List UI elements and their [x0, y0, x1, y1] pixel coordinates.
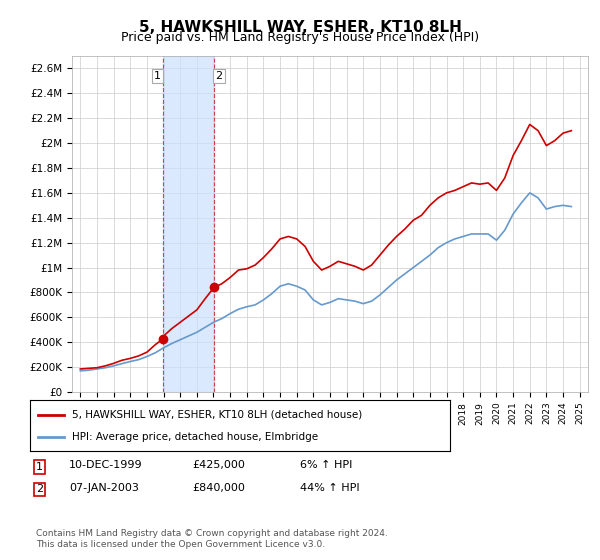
Text: £425,000: £425,000: [192, 460, 245, 470]
Text: 44% ↑ HPI: 44% ↑ HPI: [300, 483, 359, 493]
Bar: [163, 56, 214, 392]
Text: Price paid vs. HM Land Registry's House Price Index (HPI): Price paid vs. HM Land Registry's House …: [121, 31, 479, 44]
Text: 5, HAWKSHILL WAY, ESHER, KT10 8LH (detached house): 5, HAWKSHILL WAY, ESHER, KT10 8LH (detac…: [72, 409, 362, 419]
Text: 2: 2: [36, 484, 43, 494]
Text: 1: 1: [154, 71, 161, 81]
Text: £840,000: £840,000: [192, 483, 245, 493]
Text: 10-DEC-1999: 10-DEC-1999: [69, 460, 143, 470]
Text: 07-JAN-2003: 07-JAN-2003: [69, 483, 139, 493]
Text: 1: 1: [36, 462, 43, 472]
Text: Contains HM Land Registry data © Crown copyright and database right 2024.
This d: Contains HM Land Registry data © Crown c…: [36, 529, 388, 549]
Text: 5, HAWKSHILL WAY, ESHER, KT10 8LH: 5, HAWKSHILL WAY, ESHER, KT10 8LH: [139, 20, 461, 35]
Text: HPI: Average price, detached house, Elmbridge: HPI: Average price, detached house, Elmb…: [72, 432, 318, 442]
Text: 6% ↑ HPI: 6% ↑ HPI: [300, 460, 352, 470]
Text: 2: 2: [215, 71, 223, 81]
